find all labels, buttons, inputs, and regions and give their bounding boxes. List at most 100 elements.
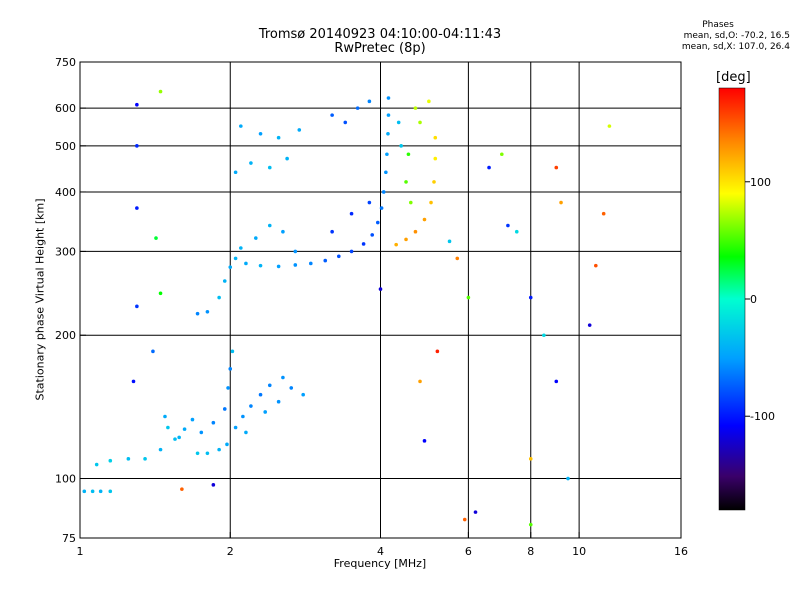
colorbar-tick-label: 0 <box>750 293 757 306</box>
data-point <box>413 106 418 110</box>
data-point <box>217 295 221 300</box>
colorbar-unit-label: [deg] <box>716 70 751 85</box>
y-tick-label: 600 <box>55 102 76 115</box>
data-point <box>379 206 384 210</box>
data-point <box>404 180 408 184</box>
data-point <box>217 447 221 452</box>
data-point <box>258 131 263 136</box>
data-point <box>466 295 471 300</box>
data-point <box>276 399 281 404</box>
data-point <box>226 386 230 390</box>
x-tick-label: 2 <box>227 545 234 558</box>
data-point <box>408 200 413 205</box>
data-point <box>487 165 491 170</box>
data-point <box>108 489 113 494</box>
data-point <box>455 256 460 261</box>
x-tick-label: 1 <box>77 545 84 558</box>
data-point <box>607 124 612 128</box>
y-tick-label: 400 <box>55 186 76 199</box>
data-point <box>384 170 388 175</box>
data-point <box>158 291 163 296</box>
data-point <box>233 170 238 175</box>
y-tick-label: 750 <box>55 56 76 69</box>
data-point <box>182 427 187 431</box>
data-point <box>554 165 559 170</box>
y-tick-label: 75 <box>62 532 76 545</box>
data-point <box>594 263 598 268</box>
phases-x-mode: mean, sd,X: 107.0, 26.4 <box>681 42 790 52</box>
phases-heading: Phases <box>702 20 734 30</box>
data-point <box>199 430 204 435</box>
data-point <box>228 367 233 371</box>
data-point <box>349 211 354 216</box>
data-point <box>258 263 263 268</box>
data-point <box>82 489 87 494</box>
data-point <box>343 120 348 125</box>
data-point <box>241 414 245 419</box>
data-point <box>361 242 366 246</box>
data-point <box>233 256 238 261</box>
data-point <box>267 383 272 388</box>
data-point <box>528 295 533 300</box>
data-point <box>158 89 163 94</box>
data-point <box>386 131 390 136</box>
data-point <box>394 242 398 247</box>
data-point <box>413 229 418 234</box>
data-point <box>276 135 281 140</box>
colorbar-ticks: 100 0 -100 <box>745 176 775 423</box>
data-point <box>205 310 210 314</box>
data-point <box>195 451 200 456</box>
data-point <box>427 99 431 104</box>
data-point <box>528 457 533 461</box>
data-point <box>230 349 235 354</box>
data-point <box>462 517 467 522</box>
data-point <box>404 237 408 242</box>
data-point <box>276 264 281 269</box>
data-point <box>406 152 411 157</box>
data-point <box>222 407 227 411</box>
data-point <box>173 437 177 441</box>
data-point <box>126 457 131 461</box>
data-point <box>418 120 422 125</box>
x-tick-label: 6 <box>465 545 472 558</box>
data-point <box>195 311 200 316</box>
data-point <box>435 349 440 354</box>
data-point <box>222 279 227 283</box>
data-point <box>433 156 438 161</box>
grid-lines <box>80 62 681 538</box>
data-point <box>506 223 510 228</box>
data-point <box>98 489 103 494</box>
data-point <box>90 489 95 494</box>
data-point <box>323 258 328 263</box>
x-tick-label: 10 <box>572 545 586 558</box>
data-point <box>289 386 294 390</box>
data-point <box>180 487 184 491</box>
colorbar-tick-label: -100 <box>750 410 775 423</box>
data-point <box>500 152 504 157</box>
data-point <box>249 404 253 408</box>
y-axis-label: Stationary phase Virtual Height [km] <box>33 198 47 401</box>
data-point <box>399 144 403 148</box>
data-point <box>381 190 386 194</box>
data-point <box>190 417 195 422</box>
data-point <box>228 265 233 269</box>
data-point <box>211 483 216 487</box>
data-point <box>330 229 334 234</box>
data-point <box>285 156 289 161</box>
data-point <box>249 161 253 165</box>
data-point <box>514 229 519 234</box>
data-point <box>135 102 139 107</box>
data-point <box>301 392 305 397</box>
data-point <box>418 379 422 384</box>
data-point <box>330 113 334 117</box>
y-tick-label: 200 <box>55 329 76 342</box>
data-point <box>225 442 229 447</box>
x-axis-label: Frequency [MHz] <box>333 557 427 570</box>
data-point <box>386 113 391 117</box>
data-point <box>429 200 433 205</box>
data-point <box>281 375 285 380</box>
data-point <box>267 223 272 228</box>
data-point <box>258 392 263 397</box>
data-point <box>108 458 113 463</box>
data-point <box>244 261 248 266</box>
